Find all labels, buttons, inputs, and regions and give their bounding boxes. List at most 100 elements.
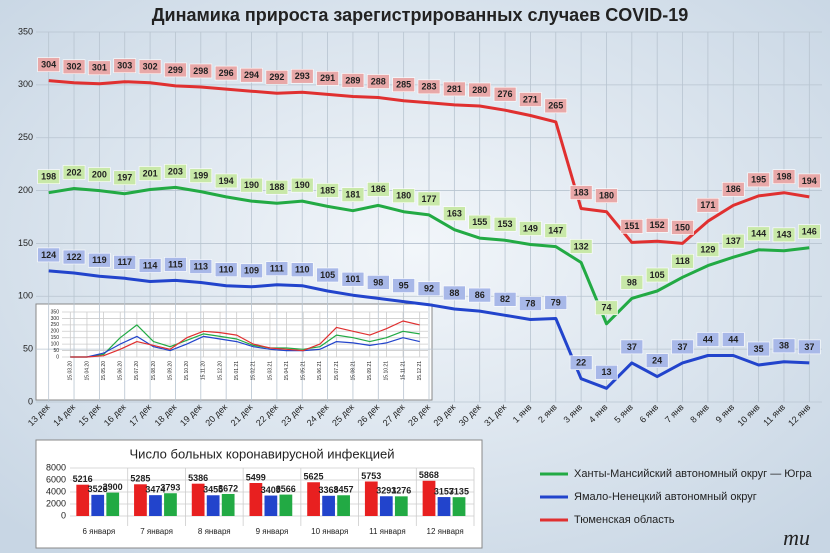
data-label: 95 — [399, 280, 409, 290]
bar — [134, 484, 147, 516]
data-label: 5499 — [246, 472, 266, 482]
data-label: 78 — [525, 298, 535, 308]
series-line — [70, 335, 420, 358]
data-label: 194 — [219, 176, 234, 186]
data-label: 38 — [779, 341, 789, 351]
data-label: 163 — [447, 209, 462, 219]
legend-label: Ямало-Ненецкий автономный округ — [574, 491, 757, 503]
data-label: 198 — [776, 172, 791, 182]
data-label: 3474 — [145, 485, 165, 495]
data-label: 3276 — [391, 486, 411, 496]
data-label-box — [62, 249, 86, 265]
data-label: 180 — [396, 191, 411, 201]
x-tick-label: 15.10.21 — [384, 361, 390, 381]
x-tick-label: 15.03.21 — [267, 361, 273, 381]
legend-label: Тюменская область — [574, 514, 675, 526]
data-label-box — [569, 239, 593, 254]
data-label: 151 — [624, 221, 639, 231]
data-label: 5216 — [73, 474, 93, 484]
data-label: 115 — [168, 259, 183, 269]
data-label: 5285 — [130, 474, 150, 484]
series-line — [48, 185, 810, 326]
data-label: 111 — [270, 264, 284, 274]
data-label-box — [88, 167, 111, 182]
data-label: 3672 — [218, 483, 238, 493]
bar — [307, 482, 320, 516]
data-label: 110 — [295, 265, 310, 275]
data-label-box — [138, 166, 162, 181]
y-tick-label: 100 — [18, 291, 33, 301]
data-label-box — [392, 278, 415, 293]
data-label: 188 — [269, 182, 284, 192]
data-label: 281 — [447, 84, 462, 94]
data-label-box — [468, 214, 492, 230]
data-label: 194 — [802, 176, 817, 186]
y-tick-label: 150 — [18, 238, 33, 248]
y-tick-label: 350 — [18, 26, 33, 36]
x-tick-label: 11 января — [369, 527, 406, 536]
x-tick-label: 12 января — [427, 527, 464, 536]
bar — [206, 495, 220, 516]
data-label: 291 — [320, 73, 335, 83]
data-label-box — [290, 262, 314, 278]
data-label: 110 — [219, 265, 234, 275]
data-label-box — [290, 177, 314, 193]
data-label: 299 — [168, 65, 183, 75]
data-label: 98 — [373, 277, 383, 287]
data-label: 265 — [548, 101, 563, 111]
data-label-box — [569, 185, 593, 200]
data-label-box — [772, 338, 796, 354]
series-line — [48, 269, 810, 390]
data-label: 298 — [193, 66, 208, 76]
y-tick-label: 8000 — [46, 462, 66, 472]
data-label-box — [392, 77, 415, 93]
data-label-box — [468, 82, 492, 98]
y-tick-label: 200 — [51, 329, 60, 335]
data-label-box — [214, 173, 238, 189]
data-label-box — [341, 271, 365, 287]
data-label: 3291 — [376, 486, 396, 496]
x-tick-label: 15.07.21 — [334, 361, 340, 381]
logo: mu — [783, 525, 810, 550]
data-label-box — [519, 221, 542, 236]
data-label: 137 — [726, 236, 741, 246]
data-label-box — [645, 218, 669, 233]
x-tick-label: 15.06.21 — [317, 361, 323, 381]
data-label-box — [721, 182, 745, 197]
data-label: 197 — [117, 173, 132, 183]
data-label: 37 — [627, 342, 637, 352]
data-label-box — [88, 252, 111, 268]
data-label-box — [62, 59, 86, 75]
data-label: 74 — [601, 303, 611, 313]
data-label-box — [798, 173, 821, 189]
data-label: 109 — [244, 266, 259, 276]
data-label-box — [747, 172, 770, 188]
inset-frame — [35, 303, 433, 401]
y-tick-label: 0 — [56, 354, 59, 360]
bar — [364, 481, 378, 516]
data-label: 152 — [650, 220, 665, 230]
data-label: 24 — [652, 356, 662, 366]
bar — [422, 480, 436, 516]
data-label: 301 — [92, 63, 107, 73]
data-label: 3135 — [449, 487, 469, 497]
data-label-box — [366, 74, 390, 89]
data-label: 3157 — [434, 486, 454, 496]
data-label: 202 — [67, 167, 82, 177]
data-label-box — [164, 164, 187, 179]
data-label: 149 — [523, 223, 538, 233]
chart-title: Динамика прироста зарегистрированных слу… — [152, 5, 689, 25]
data-label: 79 — [551, 297, 561, 307]
data-label-box — [189, 259, 213, 274]
y-tick-label: 200 — [18, 185, 33, 195]
data-label-box — [671, 253, 694, 269]
data-label: 276 — [498, 89, 513, 99]
bar — [91, 494, 105, 516]
data-label-box — [696, 242, 720, 257]
x-tick-label: 15.09.21 — [367, 361, 373, 381]
y-tick-label: 0 — [61, 510, 66, 520]
x-tick-label: 15.05.21 — [301, 361, 307, 381]
data-label: 5868 — [419, 470, 439, 480]
data-label-box — [138, 59, 162, 75]
